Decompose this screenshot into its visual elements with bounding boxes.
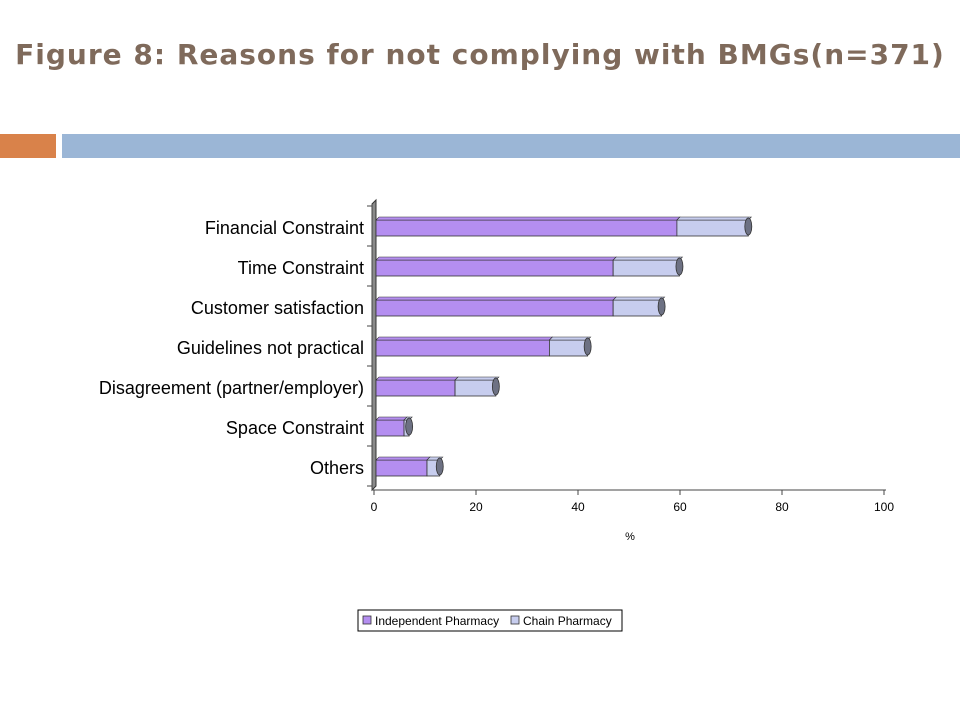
x-axis-title: %	[625, 531, 635, 543]
bar-segment	[548, 336, 592, 357]
category-label: Time Constraint	[238, 258, 364, 278]
bar-segment	[375, 256, 617, 277]
bar-segment	[375, 216, 681, 237]
x-tick-label: 100	[874, 500, 894, 514]
x-tick-label: 60	[673, 500, 687, 514]
bar-end-cap	[405, 417, 414, 436]
category-label: Disagreement (partner/employer)	[99, 378, 364, 398]
bar-end-cap	[435, 457, 444, 476]
legend-swatch	[510, 615, 520, 625]
bar-segment	[454, 376, 500, 397]
bar-end-cap	[491, 377, 500, 396]
bar-segment	[375, 296, 617, 317]
bar-segment	[375, 376, 459, 397]
accent-bar-right	[62, 134, 960, 158]
bar-segment	[375, 416, 408, 437]
category-label: Guidelines not practical	[177, 338, 364, 358]
slide-title: Figure 8: Reasons for not complying with…	[15, 38, 945, 71]
x-tick-label: 80	[775, 500, 789, 514]
bar-segment	[676, 216, 753, 237]
legend-label: Chain Pharmacy	[523, 614, 612, 628]
x-tick-label: 40	[571, 500, 585, 514]
bar-segment	[612, 296, 666, 317]
bar-segment	[375, 456, 431, 477]
category-label: Financial Constraint	[205, 218, 364, 238]
bar-end-cap	[657, 297, 666, 316]
x-tick-label: 20	[469, 500, 483, 514]
bar-segment	[612, 256, 684, 277]
bar-end-cap	[583, 337, 592, 356]
bar-segment	[375, 336, 554, 357]
category-label: Customer satisfaction	[191, 298, 364, 318]
bar-end-cap	[744, 217, 753, 236]
axis-wall	[371, 198, 377, 492]
x-tick-label: 0	[371, 500, 378, 514]
category-label: Space Constraint	[226, 418, 364, 438]
bar-end-cap	[675, 257, 684, 276]
legend-box	[357, 609, 623, 632]
accent-bar-left	[0, 134, 56, 158]
category-label: Others	[310, 458, 364, 478]
legend-label: Independent Pharmacy	[375, 614, 499, 628]
legend-swatch	[362, 615, 372, 625]
